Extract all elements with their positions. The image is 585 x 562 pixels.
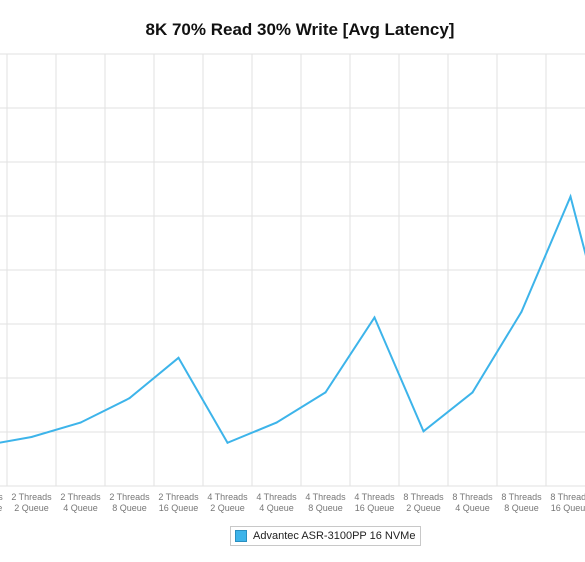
chart-title: 8K 70% Read 30% Write [Avg Latency] [145, 20, 455, 39]
data-point [373, 316, 376, 319]
data-point [520, 310, 523, 313]
x-tick-label: 2 Threads 2 Queue [11, 492, 52, 513]
x-tick-label: 8 Threads 2 Queue [403, 492, 444, 513]
data-point [30, 436, 33, 439]
x-tick-label: 2 Threads 4 Queue [60, 492, 101, 513]
data-point [324, 391, 327, 394]
data-point [569, 195, 572, 198]
series-lines [0, 193, 585, 445]
legend-label: Advantec ASR-3100PP 16 NVMe [253, 530, 416, 542]
data-point [471, 391, 474, 394]
x-tick-label: 4 Threads 8 Queue [305, 492, 346, 513]
data-point [128, 397, 131, 400]
x-tick-label: 4 Threads 4 Queue [256, 492, 297, 513]
data-point [275, 421, 278, 424]
x-tick-label: 8 Threads 4 Queue [452, 492, 493, 513]
x-tick-label: 2 Threads 16 Queue [158, 492, 199, 513]
x-tick-label: 4 Threads 16 Queue [354, 492, 395, 513]
data-point [79, 421, 82, 424]
legend-swatch [235, 530, 247, 542]
data-point [226, 441, 229, 444]
x-tick-label: 8 Threads 8 Queue [501, 492, 542, 513]
data-point [177, 356, 180, 359]
x-tick-label: 4 Threads 2 Queue [207, 492, 248, 513]
legend: Advantec ASR-3100PP 16 NVMe [230, 526, 422, 546]
data-point [422, 430, 425, 433]
x-tick-label: 2 Threads 8 Queue [109, 492, 150, 513]
grid-lines [0, 53, 585, 487]
